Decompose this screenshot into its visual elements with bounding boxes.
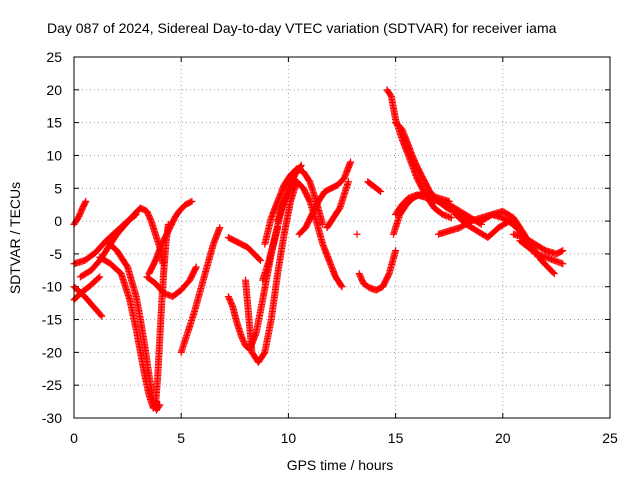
- x-tick-label: 0: [70, 430, 78, 446]
- y-axis-label: SDTVAR / TECUs: [7, 182, 23, 294]
- data-point: [188, 197, 196, 205]
- data-points: [70, 86, 567, 414]
- series-arc-12: [224, 234, 265, 264]
- series-arc-04: [70, 283, 106, 320]
- data-point: [447, 214, 455, 222]
- series-arc-19: [323, 178, 352, 232]
- data-point: [392, 247, 400, 255]
- data-point: [559, 247, 567, 255]
- y-tick-label: 5: [54, 180, 62, 196]
- y-tick-label: -10: [42, 279, 62, 295]
- x-tick-label: 20: [495, 430, 511, 446]
- chart-title: Day 087 of 2024, Sidereal Day-to-day VTE…: [47, 20, 557, 36]
- data-point: [216, 224, 224, 232]
- series-arc-32: [525, 237, 558, 278]
- data-point: [95, 274, 103, 282]
- data-point: [96, 273, 104, 281]
- data-point: [559, 260, 567, 268]
- data-point: [550, 270, 558, 278]
- series-arc-14: [242, 178, 301, 366]
- data-point: [353, 230, 361, 238]
- series-arc-09: [143, 263, 200, 301]
- data-point: [376, 187, 384, 195]
- y-tick-label: 0: [54, 213, 62, 229]
- data-point: [187, 198, 195, 206]
- x-tick-label: 5: [177, 430, 185, 446]
- data-point: [337, 281, 345, 289]
- x-tick-label: 25: [602, 430, 618, 446]
- data-point: [97, 311, 105, 319]
- y-tick-label: 10: [46, 147, 62, 163]
- y-tick-label: -25: [42, 377, 62, 393]
- data-point: [344, 178, 352, 186]
- y-tick-label: 15: [46, 115, 62, 131]
- series-arc-10: [145, 197, 196, 278]
- plot-frame: [73, 56, 611, 419]
- data-point: [377, 188, 385, 196]
- data-point: [549, 269, 557, 277]
- y-tick-label: -20: [42, 344, 62, 360]
- data-point: [558, 247, 566, 255]
- series-arc-29: [477, 207, 535, 251]
- data-point: [192, 263, 200, 271]
- series-arc-22: [364, 178, 385, 196]
- data-point: [255, 255, 263, 263]
- series-arc-17: [274, 178, 346, 291]
- series-arc-21: [355, 247, 400, 294]
- x-tick-label: 15: [388, 430, 404, 446]
- data-point: [338, 283, 346, 291]
- y-tick-label: 25: [46, 49, 62, 65]
- series-arc-11: [177, 224, 224, 356]
- data-point: [347, 158, 355, 166]
- data-point: [82, 197, 90, 205]
- axis-ticks: 0 5 10 15 20 25 -30 -25 -20 -15 -10 -5 0 5 10 15 20 25: [42, 49, 618, 446]
- data-point: [98, 312, 106, 320]
- y-tick-label: -30: [42, 410, 62, 426]
- x-axis-label: GPS time / hours: [287, 457, 394, 473]
- series-arc-01: [70, 197, 90, 228]
- series-arc-20: [353, 230, 361, 238]
- y-tick-label: 20: [46, 82, 62, 98]
- y-tick-label: -15: [42, 312, 62, 328]
- x-tick-label: 10: [281, 430, 297, 446]
- y-tick-label: -5: [50, 246, 63, 262]
- data-point: [81, 199, 89, 207]
- data-point: [192, 264, 200, 272]
- data-point: [257, 256, 265, 264]
- series-arc-18: [295, 158, 355, 238]
